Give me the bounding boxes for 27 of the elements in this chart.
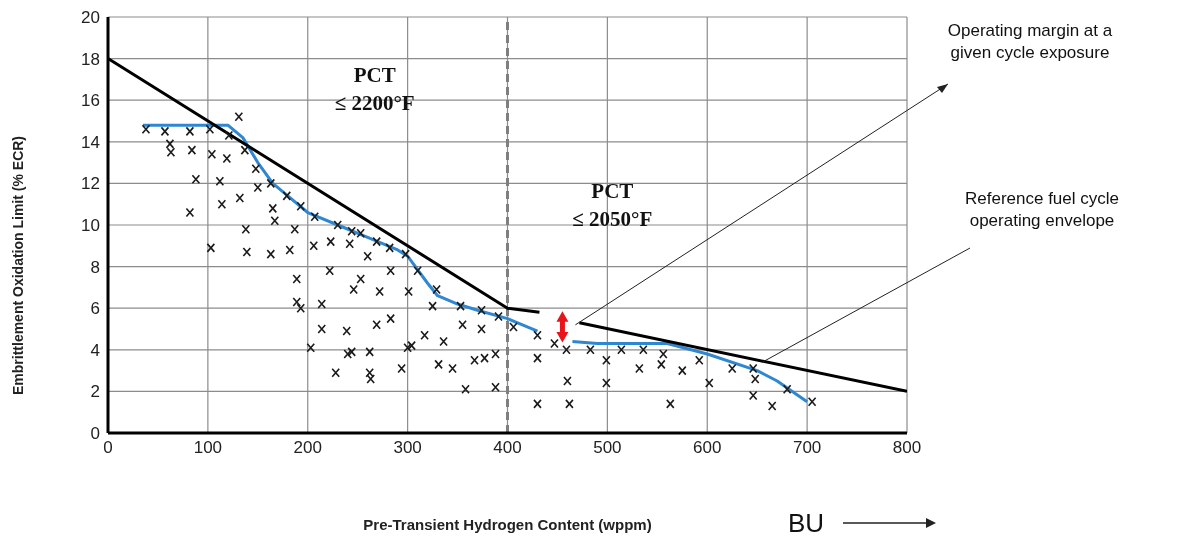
x-tick-label: 500 <box>593 438 622 458</box>
x-axis-title: Pre-Transient Hydrogen Content (wppm) <box>363 516 652 533</box>
y-tick-label: 20 <box>81 8 100 28</box>
y-tick-label: 16 <box>81 91 100 111</box>
x-tick-label: 0 <box>103 438 113 458</box>
x-tick-label: 600 <box>693 438 722 458</box>
y-tick-label: 18 <box>81 49 100 69</box>
y-tick-label: 2 <box>90 382 100 402</box>
y-tick-label: 0 <box>90 424 100 444</box>
x-tick-label: 300 <box>393 438 422 458</box>
annotation: Reference fuel cycle operating envelope <box>964 188 1120 232</box>
y-tick-label: 8 <box>90 257 100 277</box>
annotation: Operating margin at a given cycle exposure <box>946 20 1114 64</box>
y-tick-label: 12 <box>81 174 100 194</box>
annotation: PCT ≤ 2050°F <box>571 178 654 234</box>
x-tick-label: 200 <box>293 438 322 458</box>
y-tick-label: 10 <box>81 216 100 236</box>
x-tick-label: 800 <box>892 438 922 458</box>
annotation: PCT ≤ 2200°F <box>333 61 416 117</box>
x-tick-label: 100 <box>193 438 223 458</box>
x-tick-label: 400 <box>493 438 522 458</box>
y-tick-label: 4 <box>90 340 100 360</box>
x-tick-label: 700 <box>792 438 822 458</box>
text: BU <box>788 508 825 539</box>
y-axis-title: Embrittlement Oxidation Limit (% ECR) <box>9 135 26 395</box>
y-tick-label: 14 <box>81 132 100 152</box>
y-tick-label: 6 <box>90 299 100 319</box>
